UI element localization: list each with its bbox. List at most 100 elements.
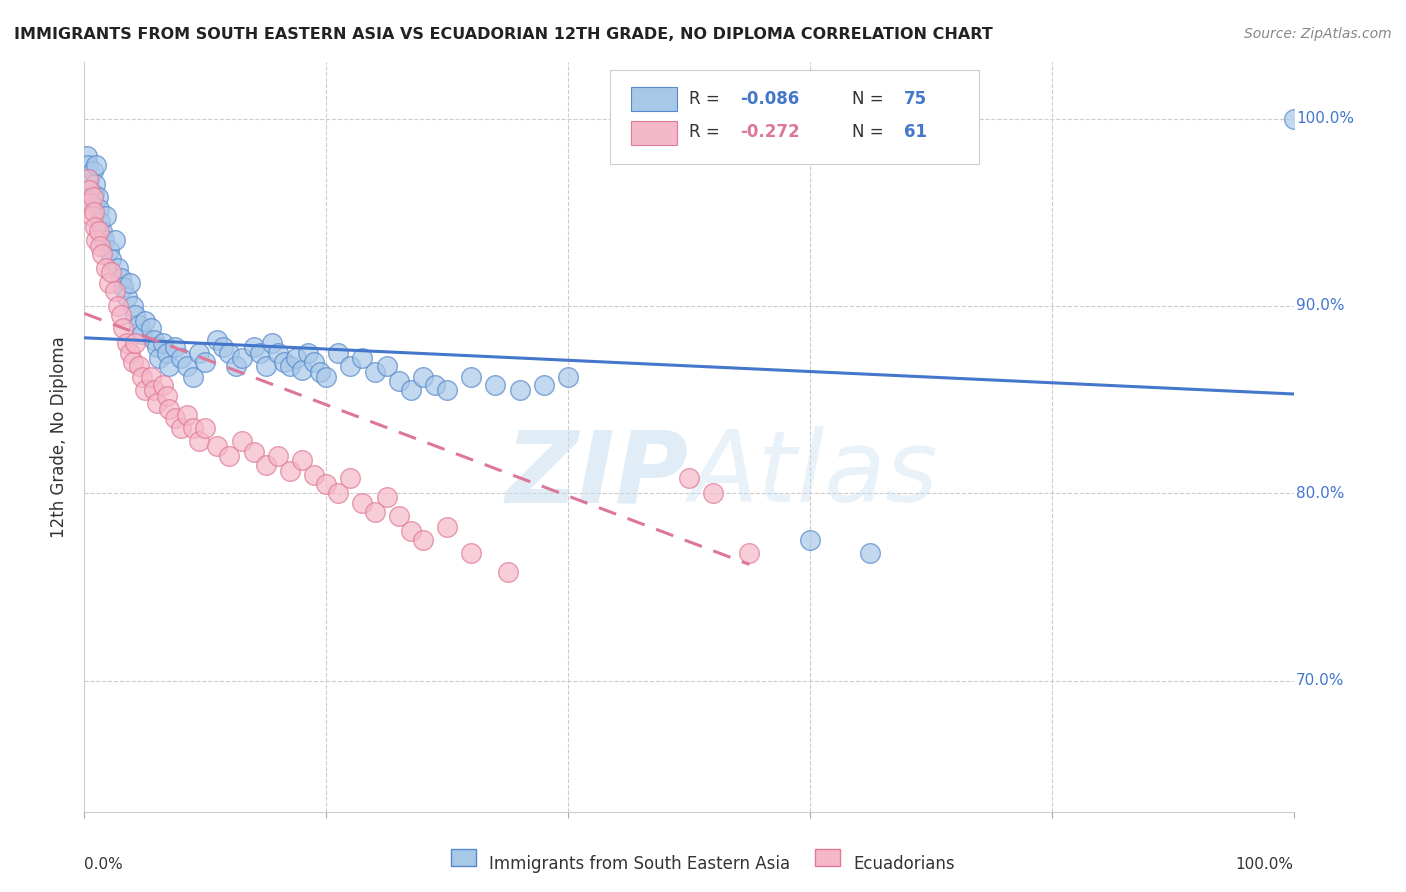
Point [124, 336, 146, 351]
Point [249, 346, 271, 360]
Text: 0.0%: 0.0% [84, 856, 124, 871]
Point [94, 209, 117, 223]
Point [254, 458, 277, 473]
Point [291, 452, 314, 467]
Point [155, 389, 177, 403]
Point [100, 252, 122, 266]
Point [82, 164, 104, 178]
Point [309, 365, 332, 379]
Point [89, 215, 111, 229]
Point [738, 546, 761, 560]
Point [267, 346, 290, 360]
Point [93, 233, 115, 247]
Text: R =: R = [689, 123, 725, 141]
Point [278, 359, 301, 373]
Point [97, 243, 120, 257]
Point [89, 239, 111, 253]
Point [91, 224, 114, 238]
Point [557, 370, 579, 384]
Point [128, 318, 150, 332]
Point [176, 359, 198, 373]
Point [107, 261, 129, 276]
Point [91, 246, 114, 260]
Point [533, 377, 555, 392]
Point [254, 359, 277, 373]
Legend: Immigrants from South Eastern Asia, Ecuadorians: Immigrants from South Eastern Asia, Ecua… [444, 847, 962, 880]
Text: N =: N = [852, 90, 889, 108]
Point [157, 401, 180, 416]
Point [80, 209, 103, 223]
Point [139, 321, 162, 335]
Text: -0.086: -0.086 [740, 90, 799, 108]
Point [121, 355, 143, 369]
Point [225, 359, 247, 373]
Point [165, 411, 187, 425]
Text: N =: N = [852, 123, 889, 141]
Point [80, 196, 103, 211]
Text: -0.272: -0.272 [740, 123, 800, 141]
Point [100, 265, 122, 279]
Point [859, 546, 882, 560]
Point [86, 190, 108, 204]
Point [124, 308, 146, 322]
Point [86, 233, 108, 247]
Point [375, 359, 398, 373]
Point [460, 370, 482, 384]
Point [859, 112, 882, 126]
Point [291, 362, 314, 376]
Point [107, 299, 129, 313]
Point [194, 355, 217, 369]
Point [496, 565, 519, 579]
Point [165, 340, 187, 354]
Point [157, 359, 180, 373]
Point [188, 346, 211, 360]
Point [134, 314, 156, 328]
Point [399, 524, 422, 538]
Text: 61: 61 [904, 123, 927, 141]
Point [412, 533, 434, 547]
Point [297, 346, 319, 360]
Point [82, 190, 104, 204]
Text: Atlas: Atlas [689, 426, 938, 523]
Point [207, 440, 229, 454]
Point [302, 355, 325, 369]
Point [143, 384, 166, 398]
Point [678, 471, 700, 485]
Point [352, 351, 374, 366]
Point [799, 533, 821, 547]
Text: 75: 75 [904, 90, 928, 108]
Text: R =: R = [689, 90, 725, 108]
Point [120, 346, 142, 360]
Point [231, 434, 253, 448]
Point [79, 196, 101, 211]
Point [375, 490, 398, 504]
Point [207, 333, 229, 347]
Point [79, 183, 101, 197]
Point [84, 220, 107, 235]
Point [115, 289, 138, 303]
Text: 80.0%: 80.0% [1296, 486, 1344, 500]
Point [328, 486, 350, 500]
Point [267, 449, 290, 463]
Point [77, 171, 100, 186]
Point [155, 346, 177, 360]
Y-axis label: 12th Grade, No Diploma: 12th Grade, No Diploma [51, 336, 69, 538]
Point [231, 351, 253, 366]
Point [131, 370, 153, 384]
Point [194, 421, 217, 435]
Point [86, 159, 108, 173]
Point [260, 336, 283, 351]
Point [339, 471, 361, 485]
Point [181, 421, 204, 435]
Point [134, 384, 156, 398]
Point [284, 351, 308, 366]
Point [112, 280, 135, 294]
Point [170, 351, 193, 366]
Point [363, 365, 385, 379]
Point [152, 336, 174, 351]
Text: Source: ZipAtlas.com: Source: ZipAtlas.com [1244, 27, 1392, 41]
Point [120, 277, 142, 291]
Point [188, 434, 211, 448]
FancyBboxPatch shape [631, 121, 676, 145]
Point [1282, 112, 1305, 126]
